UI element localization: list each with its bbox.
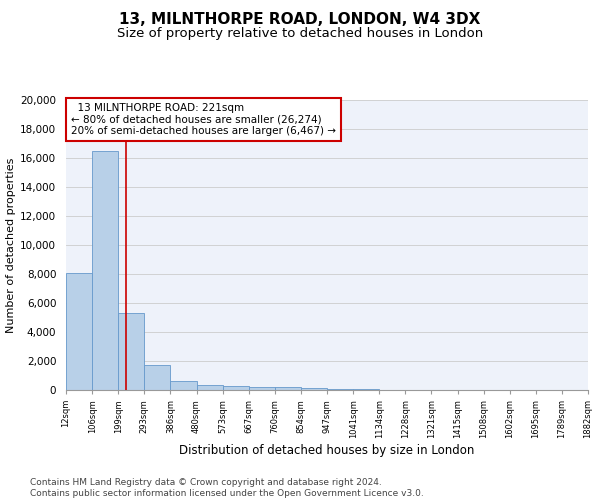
Bar <box>197 385 223 390</box>
Text: 13, MILNTHORPE ROAD, LONDON, W4 3DX: 13, MILNTHORPE ROAD, LONDON, W4 3DX <box>119 12 481 28</box>
Bar <box>301 388 327 390</box>
Y-axis label: Number of detached properties: Number of detached properties <box>6 158 16 332</box>
Bar <box>249 387 275 390</box>
Bar <box>170 380 197 390</box>
Bar <box>223 386 249 390</box>
Text: Contains HM Land Registry data © Crown copyright and database right 2024.
Contai: Contains HM Land Registry data © Crown c… <box>30 478 424 498</box>
Text: Size of property relative to detached houses in London: Size of property relative to detached ho… <box>117 28 483 40</box>
X-axis label: Distribution of detached houses by size in London: Distribution of detached houses by size … <box>179 444 475 456</box>
Bar <box>327 389 353 390</box>
Bar <box>118 313 145 390</box>
Bar <box>275 388 301 390</box>
Bar <box>66 272 92 390</box>
Text: 13 MILNTHORPE ROAD: 221sqm  
← 80% of detached houses are smaller (26,274)
20% o: 13 MILNTHORPE ROAD: 221sqm ← 80% of deta… <box>71 103 336 136</box>
Bar <box>92 151 118 390</box>
Bar <box>145 364 170 390</box>
